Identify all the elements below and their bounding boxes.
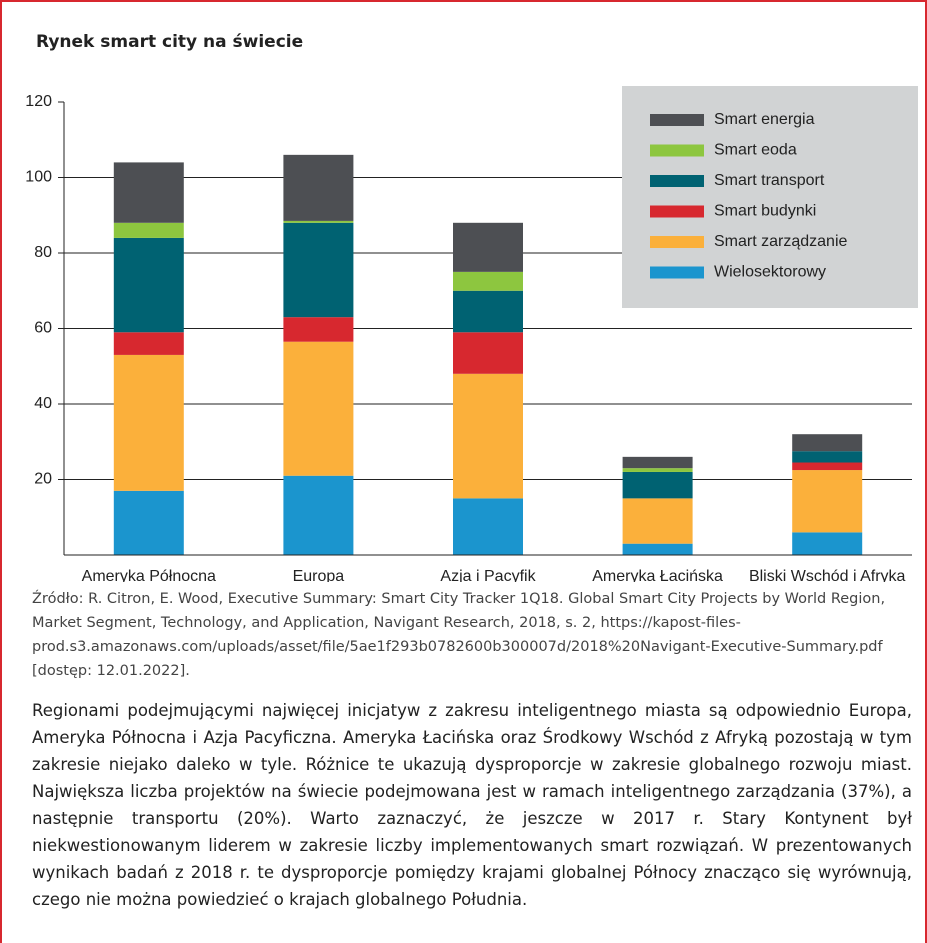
y-tick-label: 60 (34, 320, 52, 337)
legend-swatch (650, 205, 704, 218)
bar-segment (113, 354, 184, 491)
bar-segment (792, 434, 863, 452)
bar-segment (453, 498, 523, 555)
bar-segment (792, 451, 863, 463)
legend-swatch (650, 114, 704, 126)
bar-segment (622, 543, 693, 555)
y-tick-label: 20 (34, 471, 52, 488)
bar-segment (453, 222, 523, 272)
legend-label: Smart eoda (714, 142, 797, 159)
legend-label: Smart budynki (714, 203, 816, 220)
bar-segment (453, 271, 523, 291)
bar-segment (453, 373, 523, 499)
y-tick-label: 40 (34, 395, 52, 412)
bar-segment (622, 498, 693, 544)
paragraph: Regionami podejmującymi najwięcej inicja… (32, 701, 912, 909)
bar-segment (622, 456, 693, 469)
chart-title: Rynek smart city na świecie (36, 32, 304, 52)
x-tick-label: Europa (293, 568, 345, 582)
bar-segment (113, 237, 184, 333)
bar-segment (622, 471, 693, 499)
bar-segment (113, 162, 184, 223)
bar-segment (792, 470, 863, 533)
bar-segment (792, 462, 863, 471)
y-tick-label: 120 (25, 93, 52, 110)
bar-segment (453, 332, 523, 374)
legend-label: Wielosektorowy (714, 264, 826, 281)
legend-swatch (650, 266, 704, 279)
legend-label: Smart zarządzanie (714, 233, 847, 250)
bar-segment (283, 317, 354, 342)
bar-segment (113, 490, 184, 555)
x-tick-label: Ameryka Północna (82, 568, 216, 582)
x-tick-label: Bliski Wschód i Afryka (749, 568, 906, 582)
x-tick-label: Azja i Pacyfik (440, 568, 536, 582)
bar-segment (283, 222, 354, 318)
legend-swatch (650, 144, 704, 157)
bar-segment (283, 341, 354, 476)
chart: 20 40 60 80 100 120 Ameryka Północna Europa Azja… (25, 86, 918, 582)
bar-segment (792, 532, 863, 555)
legend-swatch (650, 236, 704, 248)
bar-segment (453, 290, 523, 333)
bar-segment (283, 475, 354, 555)
bar-segment (622, 468, 693, 472)
bar-segment (283, 220, 354, 223)
legend-label: Smart energia (714, 111, 815, 128)
y-tick-label: 100 (25, 169, 52, 186)
bar-segment (113, 222, 184, 238)
legend-label: Smart transport (714, 172, 825, 189)
x-tick-label: Ameryka Łacińska (592, 568, 723, 582)
bar-segment (283, 154, 354, 221)
legend-swatch (650, 175, 704, 187)
bar-segment (113, 332, 184, 355)
y-tick-label: 80 (34, 244, 52, 261)
source-note: Źródło: R. Citron, E. Wood, Executive Su… (32, 591, 886, 679)
